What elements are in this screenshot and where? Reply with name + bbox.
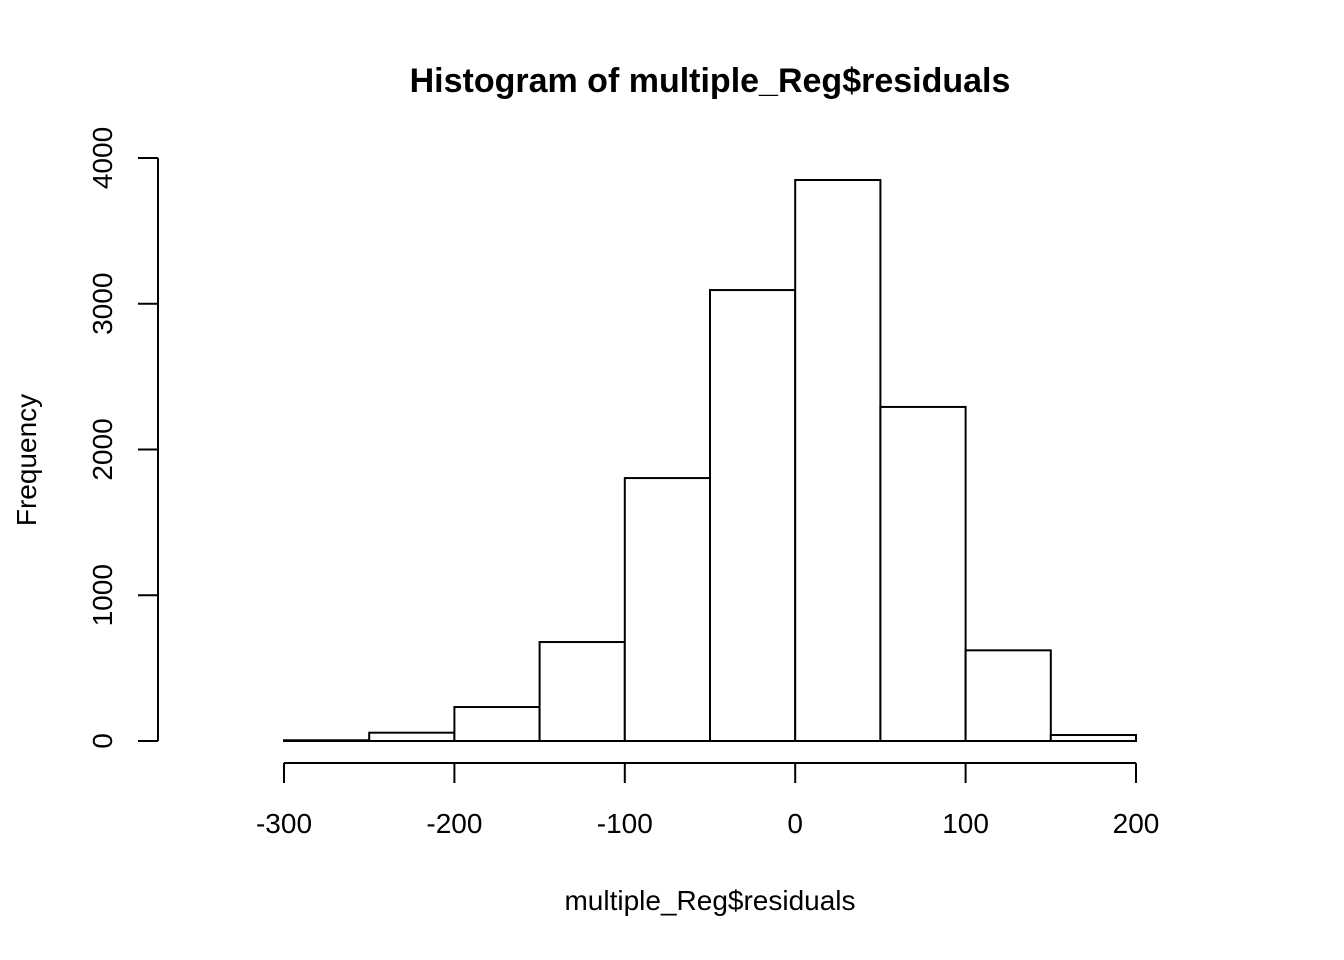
y-tick-label: 3000: [87, 273, 118, 335]
histogram-bar: [538, 641, 626, 743]
y-tick-label: 0: [87, 733, 118, 749]
histogram-bar: [964, 649, 1052, 743]
y-tick-label: 4000: [87, 127, 118, 189]
histogram-bar: [794, 179, 882, 743]
x-tick-label: 0: [787, 808, 803, 839]
x-tick-label: 200: [1113, 808, 1160, 839]
x-tick-label: -200: [426, 808, 482, 839]
x-axis-label: multiple_Reg$residuals: [564, 885, 855, 916]
histogram-bar: [709, 289, 797, 742]
histogram-bar: [283, 739, 371, 742]
y-tick-label: 1000: [87, 564, 118, 626]
y-axis-label: Frequency: [11, 394, 42, 526]
x-tick-label: -100: [597, 808, 653, 839]
x-tick-label: -300: [256, 808, 312, 839]
chart-title: Histogram of multiple_Reg$residuals: [410, 62, 1011, 100]
histogram-bar: [879, 405, 967, 742]
histogram-bar: [368, 731, 456, 743]
histogram-bar: [1049, 734, 1138, 742]
histogram-bar: [623, 477, 711, 742]
histogram-bar: [453, 706, 541, 742]
x-tick-label: 100: [942, 808, 989, 839]
y-tick-label: 2000: [87, 418, 118, 480]
